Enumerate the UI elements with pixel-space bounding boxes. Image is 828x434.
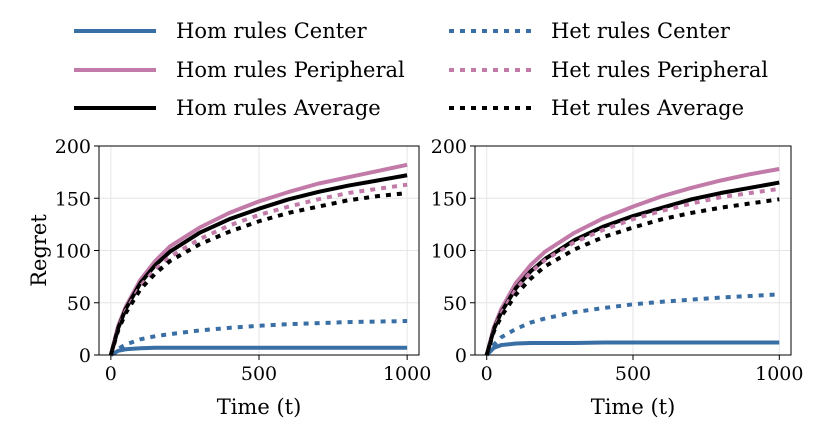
series-line [485, 340, 780, 357]
legend-label: Het rules Peripheral [551, 58, 768, 82]
series-line [108, 182, 408, 356]
x-tick-label: 0 [481, 363, 493, 385]
x-tick-label: 1000 [755, 363, 803, 385]
chart-panel-right: 0 500 1000 0 50 100 150 200 Time (t) [431, 136, 804, 419]
legend: Hom rules Center Hom rules Peripheral Hom … [74, 19, 768, 120]
legend-label: Hom rules Center [176, 19, 368, 43]
y-tick-label: 200 [55, 136, 91, 158]
x-tick-label: 500 [615, 363, 651, 385]
y-tick-label: 50 [67, 293, 91, 315]
legend-label: Hom rules Peripheral [176, 58, 405, 82]
y-tick-label: 0 [455, 345, 467, 367]
y-tick-label: 100 [55, 241, 91, 263]
legend-entry: Hom rules Center [74, 19, 368, 43]
legend-entry: Het rules Center [449, 19, 731, 43]
legend-entry: Hom rules Average [74, 96, 381, 120]
x-tick-label: 500 [241, 363, 277, 385]
x-axis-label: Time (t) [591, 395, 676, 419]
legend-entry: Hom rules Peripheral [74, 58, 405, 82]
y-tick-label: 200 [431, 136, 467, 158]
x-tick-label: 0 [105, 363, 117, 385]
series-line [108, 173, 408, 356]
chart-panel-left: 0 500 1000 0 50 100 150 200 Time (t) Regret [27, 136, 431, 419]
legend-label: Hom rules Average [176, 96, 381, 120]
x-axis-label: Time (t) [217, 395, 302, 419]
legend-label: Het rules Center [551, 19, 731, 43]
y-tick-label: 0 [79, 345, 91, 367]
series-line [485, 292, 780, 357]
series-line [108, 191, 408, 356]
y-tick-label: 100 [431, 241, 467, 263]
series-line [109, 345, 408, 357]
y-axis-label: Regret [27, 214, 51, 287]
y-tick-label: 150 [55, 188, 91, 210]
series-line [484, 197, 780, 356]
y-tick-label: 50 [443, 293, 467, 315]
y-tick-label: 150 [431, 188, 467, 210]
legend-label: Het rules Average [551, 96, 744, 120]
x-tick-label: 1000 [383, 363, 431, 385]
series-line [484, 180, 780, 356]
legend-entry: Het rules Peripheral [449, 58, 768, 82]
legend-entry: Het rules Average [449, 96, 744, 120]
